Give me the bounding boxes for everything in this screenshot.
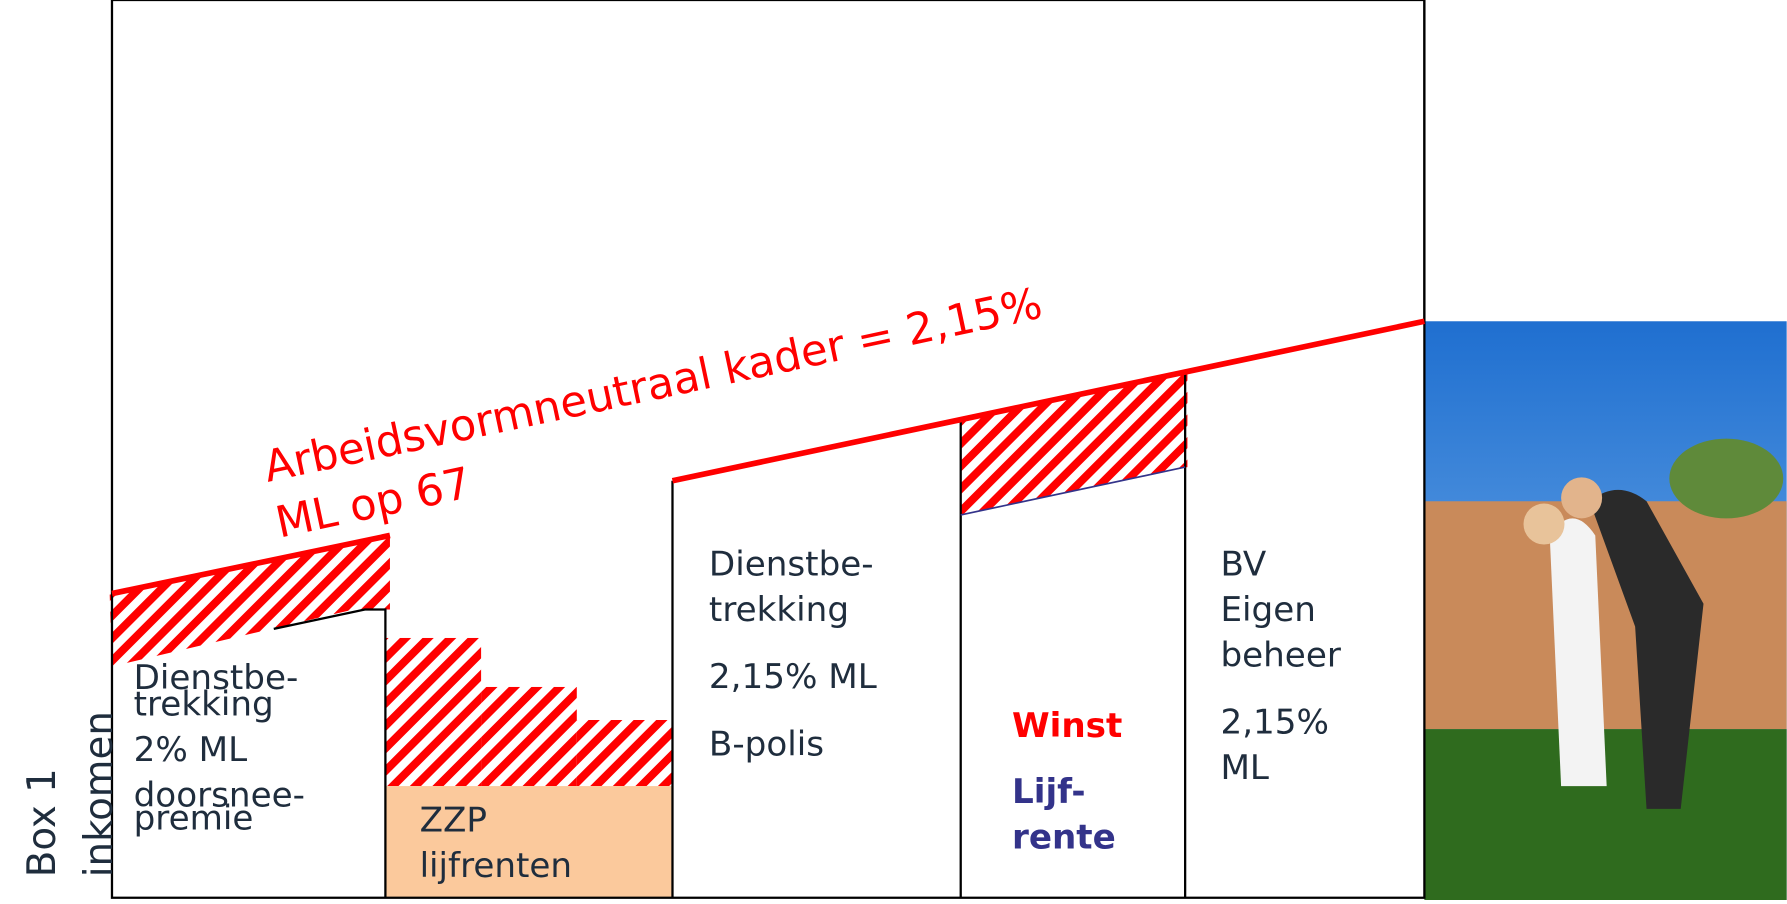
photo <box>1424 321 1786 900</box>
block-text: trekking <box>134 684 274 724</box>
block-text: beheer <box>1220 635 1341 675</box>
block-text: ML <box>1220 748 1269 788</box>
axis-line: inkomen <box>77 711 122 877</box>
block-text: B-polis <box>709 724 824 764</box>
block-text: Dienstbe- <box>709 544 874 584</box>
block-text: BV <box>1220 544 1266 584</box>
block-text: Winst <box>1012 706 1122 746</box>
block-text: Lijf- <box>1012 772 1086 812</box>
block-text: premie <box>134 798 254 838</box>
block-4: Winst Lijf- rente <box>1012 706 1122 858</box>
block-text: rente <box>1012 818 1116 858</box>
block-text: lijfrenten <box>420 846 573 886</box>
block-text: 2,15% ML <box>709 657 877 697</box>
frame-title: Arbeidsvormneutraal kader = 2,15% ML op … <box>259 279 1058 549</box>
block-text: Eigen <box>1220 590 1315 630</box>
block-1: Dienstbe- trekking 2% ML doorsnee- premi… <box>134 658 305 838</box>
block-text: 2,15% <box>1220 703 1329 743</box>
block-text: 2% ML <box>134 730 248 770</box>
block-text: ZZP <box>420 801 487 841</box>
axis-label: Box 1 inkomen <box>20 711 122 877</box>
block-5: BV Eigen beheer 2,15% ML <box>1220 544 1341 788</box>
title-line: Arbeidsvormneutraal kader = 2,15% <box>259 279 1046 493</box>
block-text: trekking <box>709 590 849 630</box>
block-3: Dienstbe- trekking 2,15% ML B-polis <box>709 544 877 764</box>
axis-line: Box 1 <box>20 768 65 877</box>
diagram: Arbeidsvormneutraal kader = 2,15% ML op … <box>0 0 1787 900</box>
